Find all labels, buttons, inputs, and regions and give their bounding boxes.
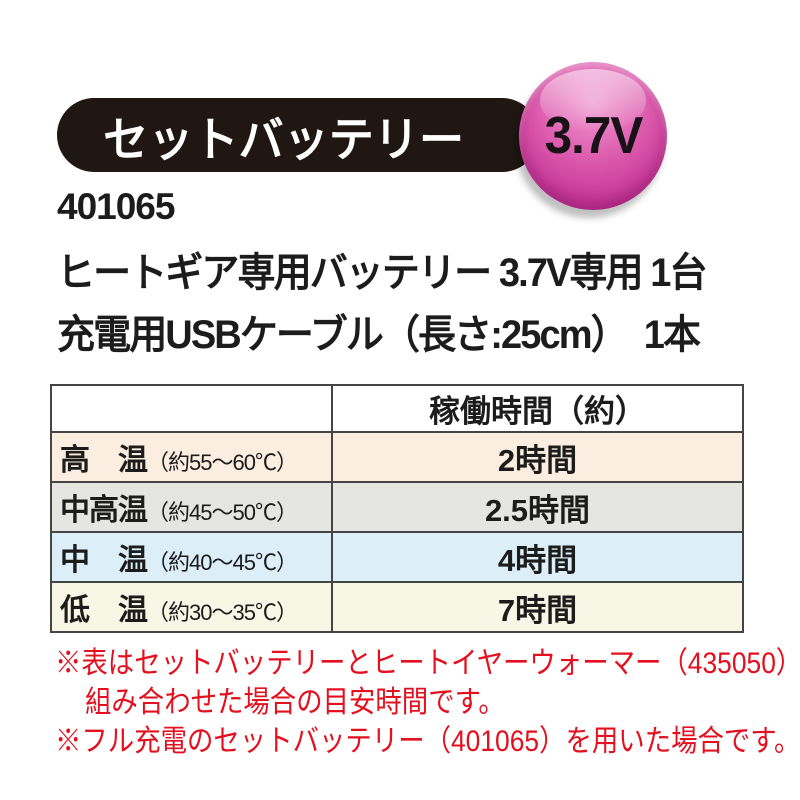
spec-line-battery: ヒートギア専用バッテリー 3.7V専用 1台 [57,251,708,295]
runtime-table: 稼働時間（約） 高 温（約55～60℃） 2時間 中高温（約45～50℃） 2.… [50,384,744,633]
category-banner-label: セットバッテリー [103,112,465,166]
table-row-mid-temp: 中 温（約40～45℃） 4時間 [50,531,744,583]
temp-range-label: （約30～35℃） [147,600,298,625]
table-header-mode-cell [50,384,333,433]
mode-cell: 中高温（約45～50℃） [50,481,333,533]
mode-label: 中高温 [60,494,148,527]
product-code: 401065 [57,186,175,227]
mode-label: 中 温 [60,544,148,577]
mode-label: 高 温 [60,444,148,477]
mode-cell: 高 温（約55～60℃） [50,431,333,483]
table-header-time-cell: 稼働時間（約） [331,384,744,433]
footnotes: ※表はセットバッテリーとヒートイヤーウォーマー（435050）を 組み合わせた場… [55,644,800,761]
footnote-earwarmer-line2: 組み合わせた場合の目安時間です。 [85,686,505,719]
mode-cell: 低 温（約30～35℃） [50,581,333,633]
temp-range-label: （約55～60℃） [147,450,298,475]
temp-range-label: （約45～50℃） [147,500,298,525]
category-banner: セットバッテリー [57,98,539,172]
temp-range-label: （約40～45℃） [147,550,298,575]
table-row-midhigh-temp: 中高温（約45～50℃） 2.5時間 [50,481,744,533]
table-row-low-temp: 低 温（約30～35℃） 7時間 [50,581,744,633]
table-row-high-temp: 高 温（約55～60℃） 2時間 [50,431,744,483]
runtime-cell: 7時間 [331,581,744,633]
mode-cell: 中 温（約40～45℃） [50,531,333,583]
voltage-badge: 3.7V [519,62,667,210]
mode-label: 低 温 [60,594,148,627]
runtime-cell: 2時間 [331,431,744,483]
runtime-cell: 4時間 [331,531,744,583]
footnote-earwarmer-line1: ※表はセットバッテリーとヒートイヤーウォーマー（435050）を [55,647,800,680]
footnote-full-charge: ※フル充電のセットバッテリー（401065）を用いた場合です。 [55,725,800,758]
table-header-row: 稼働時間（約） [50,384,744,433]
runtime-cell: 2.5時間 [331,481,744,533]
spec-line-usb-cable: 充電用USBケーブル（長さ:25cm） 1本 [57,313,701,357]
voltage-badge-label: 3.7V [544,107,643,165]
